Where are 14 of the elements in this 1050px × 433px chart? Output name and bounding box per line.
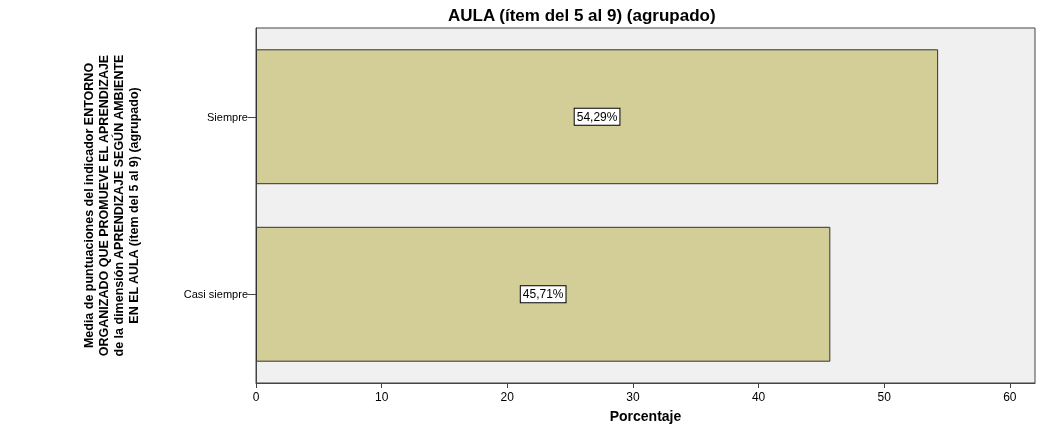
x-tick-label: 0 xyxy=(252,390,260,404)
x-tick-label: 40 xyxy=(751,390,766,404)
x-tick-label: 10 xyxy=(374,390,389,404)
y-axis-title: Media de puntuaciones del indicador ENTORNO ORGANIZADO QUE PROMUEVE EL APRENDIZAJE de la dimensión APRENDIZAJE SEGÚN AMBIENTE EN EL AULA (ítem del 5 al 9) (agrupado) xyxy=(81,54,141,357)
x-axis-title: Porcentaje xyxy=(609,408,682,424)
x-tick-label: 50 xyxy=(877,390,892,404)
y-tick-label: Siempre xyxy=(207,110,248,123)
y-tick-label: Casi siempre xyxy=(183,288,248,301)
x-tick-label: 20 xyxy=(500,390,515,404)
x-tick-label: 60 xyxy=(1003,390,1017,404)
chart-title: AULA (ítem del 5 al 9) (agrupado) xyxy=(448,6,716,25)
x-tick-label: 30 xyxy=(626,390,640,404)
data-label: 54,29% xyxy=(576,109,618,124)
data-label: 45,71% xyxy=(522,287,564,302)
